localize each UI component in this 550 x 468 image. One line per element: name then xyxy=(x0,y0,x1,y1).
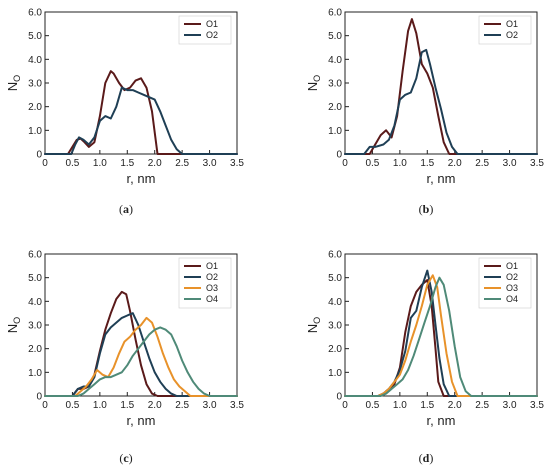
x-axis-label: r, nm xyxy=(427,171,456,186)
x-tick-label: 3.0 xyxy=(503,400,517,411)
x-tick-label: 2.0 xyxy=(148,158,162,169)
y-tick-label: 6.0 xyxy=(328,8,342,19)
x-tick-label: 2.5 xyxy=(475,158,489,169)
y-axis-label: NO xyxy=(305,317,322,333)
panel-caption: (a) xyxy=(119,202,133,216)
legend-label: O2 xyxy=(206,30,218,40)
series-line-o4 xyxy=(44,326,238,397)
y-tick-label: 2.0 xyxy=(328,102,342,113)
legend-label: O2 xyxy=(506,272,518,282)
y-tick-label: 1.0 xyxy=(28,126,42,137)
x-tick-label: 1.0 xyxy=(393,400,407,411)
x-axis-label: r, nm xyxy=(127,171,156,186)
y-tick-label: 0 xyxy=(36,150,42,161)
x-tick-label: 2.5 xyxy=(175,158,189,169)
panel-caption: (c) xyxy=(119,451,132,465)
y-tick-label: 1.0 xyxy=(328,126,342,137)
series-line-o2 xyxy=(344,48,538,155)
x-tick-label: 1.5 xyxy=(420,158,434,169)
y-tick-label: 2.0 xyxy=(28,344,42,355)
legend-box xyxy=(478,15,532,45)
panel-caption: (d) xyxy=(419,451,434,465)
x-tick-label: 1.5 xyxy=(420,400,434,411)
panel-caption: (b) xyxy=(419,202,434,216)
y-tick-label: 2.0 xyxy=(328,344,342,355)
y-tick-label: 2.0 xyxy=(28,102,42,113)
x-tick-label: 3.0 xyxy=(203,400,217,411)
x-tick-label: 0 xyxy=(342,400,348,411)
y-tick-label: 4.0 xyxy=(328,55,342,66)
x-tick-label: 3.0 xyxy=(503,158,517,169)
series-line-o2 xyxy=(44,86,238,155)
series-line-o1 xyxy=(344,18,538,155)
x-tick-label: 3.5 xyxy=(230,400,244,411)
y-tick-label: 4.0 xyxy=(28,55,42,66)
x-tick-label: 1.5 xyxy=(120,158,134,169)
y-tick-label: 3.0 xyxy=(328,79,342,90)
legend-label: O3 xyxy=(506,283,518,293)
y-tick-label: 6.0 xyxy=(28,8,42,19)
x-tick-label: 0 xyxy=(342,158,348,169)
y-tick-label: 3.0 xyxy=(28,321,42,332)
chart-panel: 0 0.5 1.0 1.5 2.0 2.5 3.0 3.5 0 1.0 2.0 3.0 4.0 5.0 6.… xyxy=(5,250,244,466)
series-line-o3 xyxy=(344,274,538,397)
y-tick-label: 0 xyxy=(36,392,42,403)
y-tick-label: 4.0 xyxy=(328,297,342,308)
x-tick-label: 0.5 xyxy=(65,158,79,169)
x-tick-label: 3.5 xyxy=(530,400,544,411)
legend-box xyxy=(178,15,232,45)
x-tick-label: 1.0 xyxy=(93,400,107,411)
legend-label: O2 xyxy=(506,30,518,40)
y-tick-label: 5.0 xyxy=(28,273,42,284)
chart-panel: 0 0.5 1.0 1.5 2.0 2.5 3.0 3.5 0 1.0 2.0 3.0 4.0 5.0 6.… xyxy=(305,8,544,217)
legend-label: O4 xyxy=(206,294,218,304)
x-tick-label: 0 xyxy=(42,400,48,411)
y-tick-label: 0 xyxy=(336,392,342,403)
x-tick-label: 2.0 xyxy=(448,158,462,169)
x-tick-label: 0.5 xyxy=(365,400,379,411)
legend-label: O2 xyxy=(206,272,218,282)
y-tick-label: 3.0 xyxy=(28,79,42,90)
x-tick-label: 0.5 xyxy=(65,400,79,411)
y-tick-label: 1.0 xyxy=(28,368,42,379)
x-tick-label: 0 xyxy=(42,158,48,169)
y-tick-label: 0 xyxy=(336,150,342,161)
x-tick-label: 0.5 xyxy=(365,158,379,169)
x-tick-label: 3.5 xyxy=(230,158,244,169)
y-tick-label: 5.0 xyxy=(28,31,42,42)
y-tick-label: 1.0 xyxy=(328,368,342,379)
x-tick-label: 2.5 xyxy=(475,400,489,411)
y-tick-label: 4.0 xyxy=(28,297,42,308)
legend-label: O3 xyxy=(206,283,218,293)
x-axis-label: r, nm xyxy=(427,413,456,428)
legend-label: O1 xyxy=(206,261,218,271)
y-tick-label: 3.0 xyxy=(328,321,342,332)
series-line-o4 xyxy=(344,276,538,397)
y-axis-label: NO xyxy=(5,75,22,91)
chart-panel: 0 0.5 1.0 1.5 2.0 2.5 3.0 3.5 0 1.0 2.0 3.0 4.0 5.0 6.… xyxy=(5,8,244,217)
y-tick-label: 5.0 xyxy=(328,273,342,284)
legend-label: O1 xyxy=(506,19,518,29)
y-axis-label: NO xyxy=(305,75,322,91)
legend-label: O4 xyxy=(506,294,518,304)
x-tick-label: 2.0 xyxy=(148,400,162,411)
y-axis-label: NO xyxy=(5,317,22,333)
series-line-o3 xyxy=(44,316,238,397)
y-tick-label: 6.0 xyxy=(28,250,42,261)
x-axis-label: r, nm xyxy=(127,413,156,428)
x-tick-label: 1.5 xyxy=(120,400,134,411)
y-tick-label: 5.0 xyxy=(328,31,342,42)
x-tick-label: 2.5 xyxy=(175,400,189,411)
series-line-o1 xyxy=(44,70,238,155)
x-tick-label: 2.0 xyxy=(448,400,462,411)
legend-label: O1 xyxy=(506,261,518,271)
legend-label: O1 xyxy=(206,19,218,29)
x-tick-label: 1.0 xyxy=(393,158,407,169)
y-tick-label: 6.0 xyxy=(328,250,342,261)
x-tick-label: 3.0 xyxy=(203,158,217,169)
chart-panel: 0 0.5 1.0 1.5 2.0 2.5 3.0 3.5 0 1.0 2.0 3.0 4.0 5.0 6.… xyxy=(305,250,544,466)
x-tick-label: 1.0 xyxy=(93,158,107,169)
x-tick-label: 3.5 xyxy=(530,158,544,169)
